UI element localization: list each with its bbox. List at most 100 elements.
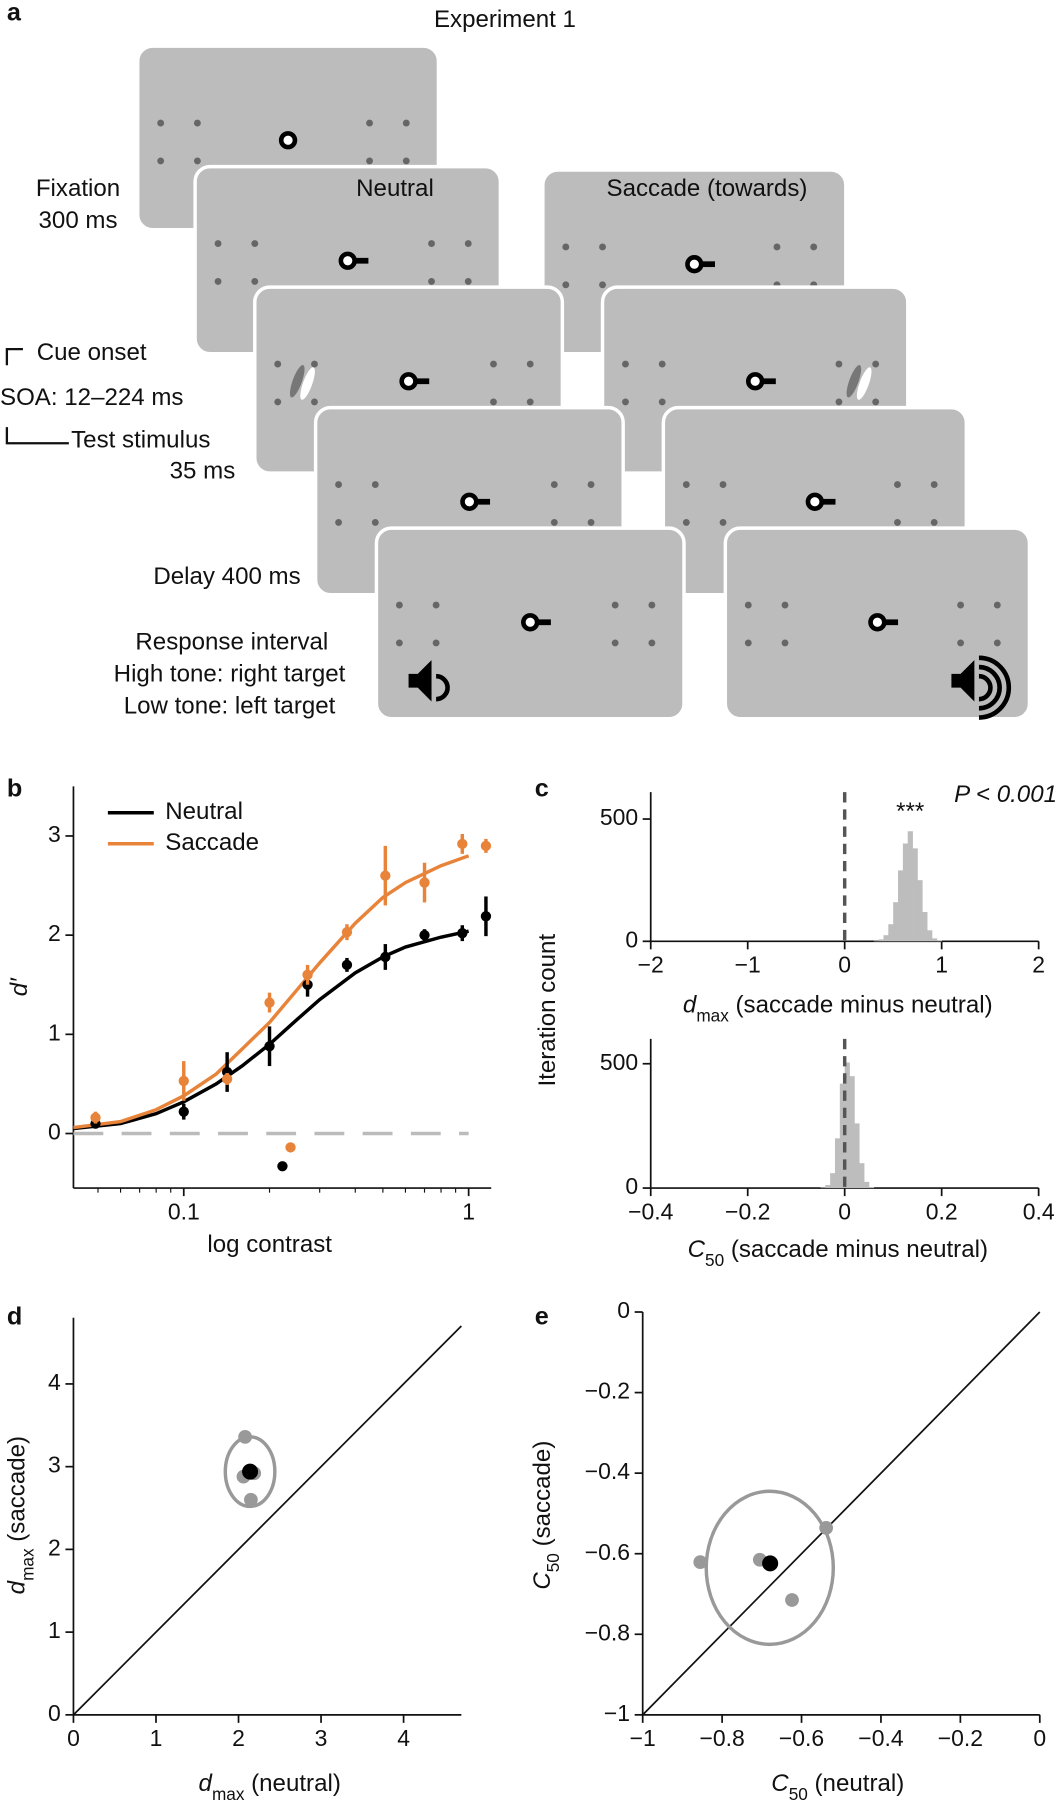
histogram-bar: [859, 1163, 865, 1189]
y-tick-label: 2: [48, 920, 61, 946]
data-point: [90, 1112, 101, 1123]
placeholder-dot: [157, 119, 165, 127]
sound-wave: [978, 655, 1012, 720]
placeholder-dot: [894, 481, 901, 488]
placeholder-dot: [550, 518, 558, 526]
placeholder-dot: [274, 398, 282, 406]
histogram-bar: [907, 831, 913, 942]
x-tick-label: −0.8: [699, 1725, 744, 1751]
histogram-bar: [864, 1181, 870, 1189]
confidence-ellipse: [704, 1489, 836, 1647]
placeholder-dot: [587, 481, 595, 488]
data-point: [457, 928, 468, 939]
histogram-bar: [927, 930, 933, 942]
placeholder-dot: [395, 639, 403, 647]
y-axis-label: Iteration count: [534, 934, 561, 1087]
histogram-bar: [893, 902, 899, 942]
label-subscript: 50: [789, 1783, 808, 1800]
label-subscript: max: [696, 1005, 729, 1025]
x-axis-label: dmax (saccade minus neutral): [683, 992, 993, 1025]
placeholder-dot: [622, 398, 629, 406]
x-tick-label: 2: [1032, 952, 1045, 978]
legend-label: Neutral: [165, 798, 243, 825]
placeholder-dot: [251, 277, 259, 285]
x-axis-label: dmax (neutral): [199, 1770, 341, 1800]
placeholder-dot: [428, 240, 435, 247]
panel-letter: b: [7, 774, 22, 802]
y-tick-label: −1: [604, 1700, 630, 1726]
placeholder-dot: [550, 481, 558, 488]
placeholder-dot: [658, 398, 666, 406]
placeholder-dot: [872, 360, 880, 368]
placeholder-dot: [371, 481, 379, 488]
data-point: [419, 929, 430, 941]
sound-wave: [978, 664, 1002, 711]
histogram-bar: [931, 938, 938, 942]
histogram-bar: [902, 843, 909, 942]
placeholder-dot: [648, 639, 656, 647]
data-point: [341, 927, 353, 938]
placeholder-dot: [599, 243, 606, 251]
placeholder-dot: [366, 157, 373, 165]
x-tick-label: 0.2: [926, 1198, 958, 1224]
placeholder-dot: [157, 157, 165, 165]
x-tick-label: −0.6: [779, 1725, 824, 1751]
placeholder-dot: [599, 281, 606, 289]
placeholder-dot: [872, 398, 880, 406]
speaker: [408, 660, 432, 702]
diagram-title: Experiment 1: [434, 6, 576, 33]
fit-line: [73, 929, 470, 1131]
placeholder-dot: [366, 119, 373, 127]
placeholder-dot: [402, 119, 410, 127]
placeholder-dot: [957, 601, 965, 609]
placeholder-dot: [835, 398, 843, 406]
placeholder-dot: [371, 518, 379, 526]
placeholder-dot: [490, 360, 497, 368]
y-tick-label: 0: [625, 1173, 638, 1199]
data-point: [419, 877, 430, 888]
data-point: [480, 911, 492, 922]
placeholder-dot: [810, 243, 818, 251]
placeholder-dot: [682, 481, 690, 488]
mean-point: [242, 1463, 259, 1480]
placeholder-dot: [311, 398, 318, 406]
fit-line: [73, 854, 470, 1130]
label-symbol: C: [771, 1770, 789, 1797]
y-tick-label: 3: [48, 821, 61, 847]
placeholder-dot: [251, 240, 259, 247]
placeholder-dot: [894, 518, 901, 526]
placeholder-dot: [432, 639, 440, 647]
x-axis-label: log contrast: [207, 1231, 332, 1258]
panel-letter: d: [7, 1302, 22, 1330]
fixation: [745, 372, 765, 391]
placeholder-dot: [658, 360, 666, 368]
y-tick-label: 1: [48, 1617, 61, 1643]
fixation: [685, 255, 704, 274]
step-label: Cue onset: [37, 339, 147, 366]
x-tick-label: 1: [462, 1198, 475, 1224]
histogram-bar: [844, 1062, 850, 1189]
placeholder-dot: [930, 518, 938, 526]
y-tick-label: 0: [617, 1297, 630, 1323]
y-tick-label: 1: [48, 1019, 61, 1045]
histogram-bar: [922, 911, 928, 942]
histogram-bar: [849, 1076, 855, 1189]
p-value: P < 0.001: [954, 781, 1057, 808]
y-tick-label: 3: [48, 1452, 61, 1478]
placeholder-dot: [744, 639, 752, 647]
placeholder-dot: [611, 639, 619, 647]
placeholder-dot: [622, 360, 629, 368]
step-label: SOA: 12–224 ms: [0, 384, 183, 411]
subject-point: [244, 1492, 258, 1507]
placeholder-dot: [214, 240, 222, 247]
fixation: [460, 492, 479, 511]
subject-point: [785, 1593, 799, 1607]
panel-letter: c: [535, 774, 549, 802]
y-tick-label: 0: [48, 1119, 61, 1145]
data-point: [178, 1106, 189, 1117]
placeholder-dot: [744, 601, 752, 609]
placeholder-dot: [773, 243, 781, 251]
x-axis-label: C50 (neutral): [771, 1770, 904, 1800]
y-tick-label: −0.6: [585, 1539, 630, 1565]
